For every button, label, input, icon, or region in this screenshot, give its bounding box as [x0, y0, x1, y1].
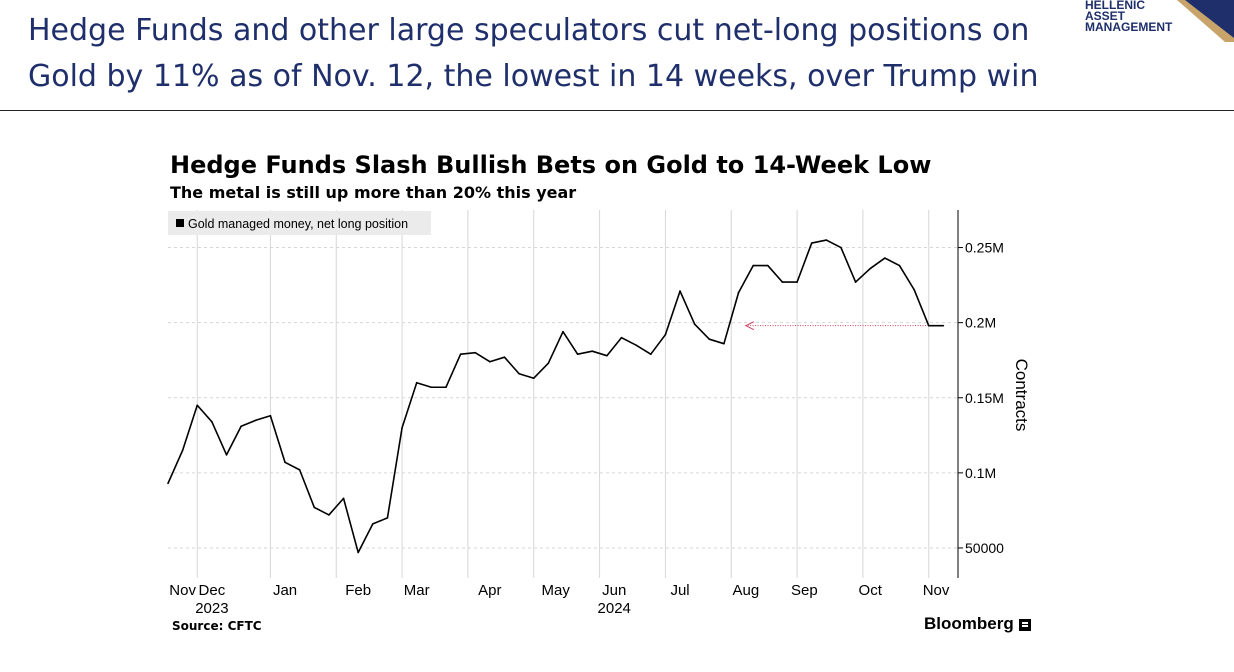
chart-title: Hedge Funds Slash Bullish Bets on Gold t… [170, 151, 932, 179]
headline-line-2: Gold by 11% as of Nov. 12, the lowest in… [28, 59, 1039, 94]
data-point [752, 264, 754, 267]
data-point [401, 426, 403, 429]
logo-navy-triangle [1185, 0, 1234, 38]
x-year-label: 2023 [195, 600, 228, 617]
data-point [328, 514, 330, 516]
x-tick-label: Apr [478, 582, 501, 599]
data-point [167, 482, 169, 485]
data-point [664, 333, 667, 336]
x-tick-label: Nov [169, 582, 196, 599]
chart-source: Source: CFTC [172, 619, 262, 633]
data-point [372, 523, 374, 525]
data-point [313, 506, 316, 509]
x-tick-label: Jul [670, 582, 689, 599]
data-point [518, 372, 520, 375]
x-tick-label: Jun [602, 582, 626, 599]
y-axis-title: Contracts [1012, 359, 1031, 432]
x-tick-label: Aug [733, 582, 760, 599]
data-point [649, 353, 652, 355]
data-point [445, 386, 447, 389]
data-point [913, 288, 915, 291]
data-point [459, 353, 462, 355]
x-tick-label: Mar [404, 582, 430, 599]
y-tick-label: 50000 [965, 540, 1004, 556]
bloomberg-terminal-icon [1019, 619, 1031, 631]
data-point [620, 336, 623, 339]
data-point [196, 404, 199, 407]
data-point [927, 324, 930, 327]
data-point [869, 267, 872, 270]
data-point [854, 281, 857, 283]
logo-line-1: HELLENIC [1085, 0, 1145, 12]
data-point [415, 381, 418, 384]
data-point [606, 354, 608, 357]
x-tick-label: Jan [273, 582, 297, 599]
data-point [240, 425, 242, 428]
y-tick-label: 0.2M [965, 315, 996, 331]
legend-label: Gold managed money, net long position [188, 217, 408, 231]
annotation-arrowhead [744, 321, 755, 331]
headline-line-1: Hedge Funds and other large speculators … [28, 13, 1030, 48]
data-point [181, 449, 184, 452]
data-point [767, 264, 769, 267]
data-point [298, 469, 301, 471]
data-point [737, 291, 740, 294]
x-tick-label: Dec [199, 582, 226, 599]
data-point [269, 414, 272, 417]
data-point [562, 330, 564, 333]
data-point [225, 454, 228, 456]
legend-box [168, 211, 431, 235]
hellenic-logo-mark [1177, 0, 1234, 42]
data-point [254, 419, 257, 422]
y-tick-label: 0.25M [965, 240, 1004, 256]
data-point [284, 461, 286, 464]
data-point [591, 350, 594, 352]
data-point [211, 420, 213, 423]
data-point [489, 360, 491, 363]
logo-line-3: MANAGEMENT [1085, 20, 1173, 34]
x-tick-label: May [542, 582, 571, 599]
data-point [840, 246, 842, 249]
data-point [796, 281, 798, 283]
x-tick-label: Nov [923, 582, 950, 599]
header-divider [0, 110, 1234, 111]
data-point [679, 290, 681, 292]
data-point [386, 517, 389, 519]
data-point [781, 281, 784, 283]
series-line [167, 239, 944, 554]
slide-headline: Hedge Funds and other large speculators … [28, 8, 1078, 100]
x-year-label: 2024 [598, 600, 631, 617]
data-point [693, 323, 696, 325]
x-tick-label: Sep [791, 582, 818, 599]
data-point [576, 353, 579, 355]
data-point [635, 344, 637, 346]
data-point [708, 338, 711, 340]
data-point [898, 264, 901, 267]
hellenic-logo-text: HELLENIC ASSET MANAGEMENT [1085, 0, 1172, 33]
x-tick-label: Feb [345, 582, 371, 599]
data-point [810, 242, 813, 244]
data-point [430, 386, 433, 389]
y-tick-label: 0.15M [965, 390, 1004, 406]
logo-line-2: ASSET [1085, 9, 1126, 23]
data-point [825, 239, 828, 241]
data-point [474, 351, 477, 354]
data-point [357, 551, 359, 554]
legend-swatch [176, 219, 184, 227]
data-point [503, 356, 506, 359]
data-point [942, 324, 945, 327]
x-tick-label: Oct [859, 582, 883, 599]
data-point [342, 497, 345, 500]
data-point [547, 362, 550, 365]
chart-subtitle: The metal is still up more than 20% this… [170, 183, 577, 202]
data-point [723, 342, 725, 345]
y-tick-label: 0.1M [965, 465, 996, 481]
data-point [532, 377, 535, 380]
data-point [884, 257, 886, 259]
bloomberg-brand: Bloomberg [924, 614, 1014, 633]
